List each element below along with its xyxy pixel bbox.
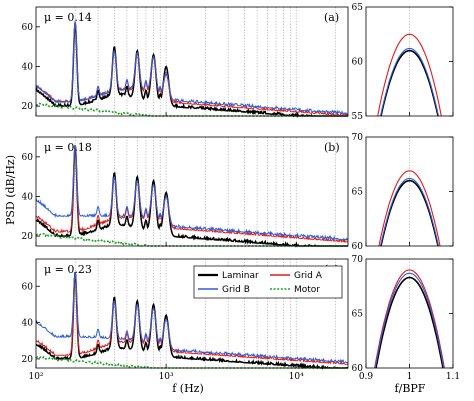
zoom-line-grid-b bbox=[379, 177, 440, 246]
x-tick-label-left: 10⁴ bbox=[289, 372, 304, 382]
x-tick-label-right: 1.1 bbox=[446, 372, 460, 382]
zoom-line-grid-a bbox=[374, 269, 445, 368]
x-tick-label-left: 10³ bbox=[159, 372, 174, 382]
y-tick-label: 40 bbox=[22, 192, 34, 202]
y-tick-label: 40 bbox=[22, 319, 34, 329]
x-axis-label-right: f/BPF bbox=[395, 382, 426, 395]
y-tick-label: 20 bbox=[22, 232, 34, 242]
y-tick-label: 55 bbox=[352, 112, 364, 122]
y-tick-label: 60 bbox=[352, 242, 364, 252]
zoom-line-grid-b bbox=[374, 272, 445, 368]
mu-annotation: μ = 0.23 bbox=[44, 263, 92, 276]
legend-label: Grid A bbox=[294, 271, 323, 281]
zoom-panel-c-zoom: 60 65 70 bbox=[352, 255, 454, 374]
series-line-grid-b bbox=[35, 21, 349, 115]
y-tick-label: 60 bbox=[22, 23, 34, 33]
x-tick-label-right: 1 bbox=[407, 372, 413, 382]
x-tick-label-right: 0.9 bbox=[359, 372, 374, 382]
axes-frame bbox=[35, 136, 349, 247]
series-line-grid-b bbox=[35, 145, 349, 241]
zoom-line-grid-a bbox=[378, 170, 441, 246]
mu-annotation: μ = 0.14 bbox=[44, 11, 92, 24]
mu-annotation: μ = 0.18 bbox=[44, 141, 92, 154]
x-tick-label-left: 10² bbox=[28, 372, 43, 382]
legend: Laminar Grid A Grid B Motor bbox=[193, 265, 343, 299]
legend-label: Laminar bbox=[222, 271, 259, 281]
zoom-panel-b-zoom: 60 65 70 bbox=[352, 133, 454, 252]
y-tick-label: 20 bbox=[22, 102, 34, 112]
y-tick-label: 70 bbox=[352, 133, 364, 143]
y-tick-label: 60 bbox=[22, 153, 34, 163]
zoom-line-grid-a bbox=[377, 33, 442, 116]
series-line-grid-b bbox=[35, 271, 349, 364]
y-tick-label: 65 bbox=[352, 310, 364, 320]
plot-area bbox=[366, 7, 453, 116]
axes-frame bbox=[35, 6, 349, 117]
zoom-line-laminar bbox=[380, 49, 439, 116]
axes-frame bbox=[35, 258, 349, 369]
y-tick-label: 40 bbox=[22, 62, 34, 72]
y-tick-label: 20 bbox=[22, 355, 34, 365]
legend-label: Motor bbox=[294, 285, 320, 295]
zoom-line-grid-b bbox=[379, 47, 440, 116]
series-line-grid-a bbox=[35, 145, 348, 244]
x-axis-label-left: f (Hz) bbox=[172, 382, 204, 395]
panel-letter: (a) bbox=[324, 11, 339, 24]
zoom-line-laminar bbox=[380, 179, 439, 246]
y-tick-label: 60 bbox=[352, 58, 364, 68]
y-tick-label: 60 bbox=[22, 282, 34, 292]
y-axis-label: PSD (dB/Hz) bbox=[4, 155, 17, 225]
plot-area bbox=[36, 7, 348, 116]
y-tick-label: 65 bbox=[352, 188, 364, 198]
legend-label: Grid B bbox=[222, 285, 250, 295]
y-tick-label: 60 bbox=[352, 364, 364, 374]
spectrum-panel-b: 20 40 60 μ = 0.18 (b) bbox=[22, 136, 349, 248]
series-line-grid-a bbox=[35, 271, 349, 365]
y-tick-label: 70 bbox=[352, 255, 364, 265]
panel-letter: (b) bbox=[324, 141, 340, 154]
y-tick-label: 65 bbox=[352, 3, 364, 13]
legend-box bbox=[193, 265, 343, 299]
plot-area bbox=[366, 137, 453, 246]
spectrum-panel-a: 20 40 60 μ = 0.14 (a) bbox=[22, 6, 349, 119]
zoom-line-laminar bbox=[375, 276, 444, 368]
zoom-panel-a-zoom: 55 60 65 bbox=[352, 3, 454, 122]
